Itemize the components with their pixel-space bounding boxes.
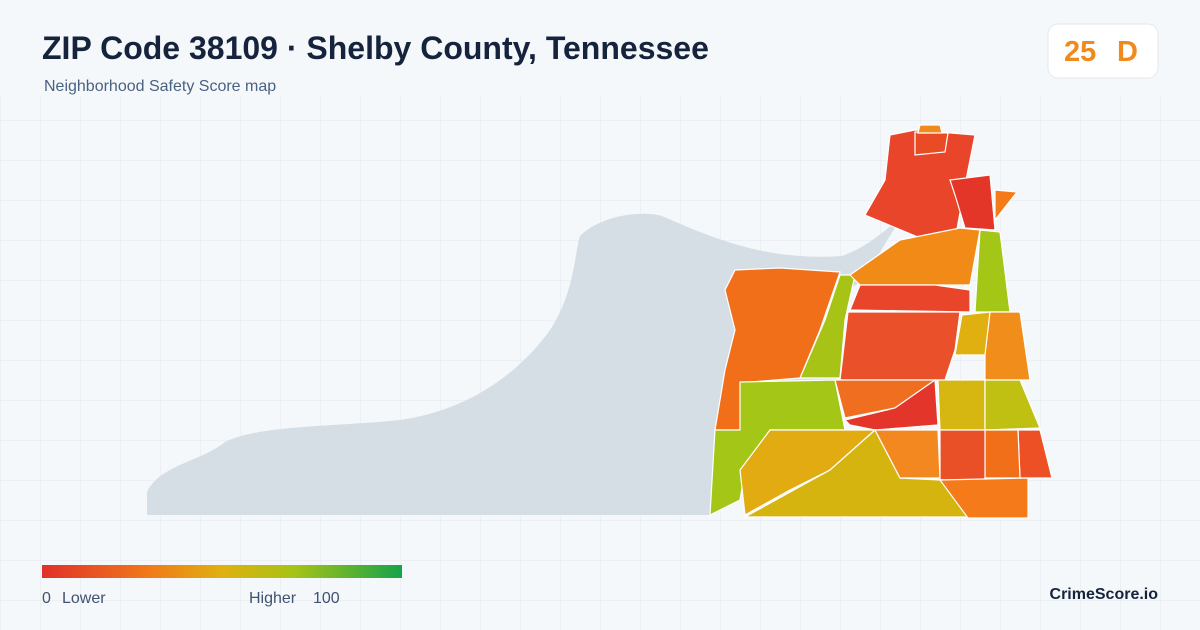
score-badge [1047,23,1159,79]
title: ZIP Code 38109 · Shelby County, Tennesse… [42,30,709,66]
legend-min-label: Lower [62,590,106,607]
header-bg [0,0,1200,96]
subtitle: Neighborhood Safety Score map [44,78,276,95]
grade: D [1117,36,1138,68]
legend-max: 100 [313,590,340,607]
surrounding-land [147,213,902,515]
legend-min: 0 [42,590,51,607]
brand: CrimeScore.io [1050,586,1159,603]
legend-ramp [42,565,402,578]
zip-regions [709,124,1053,519]
score: 25 [1064,36,1096,68]
legend-max-label: Higher [249,590,297,607]
